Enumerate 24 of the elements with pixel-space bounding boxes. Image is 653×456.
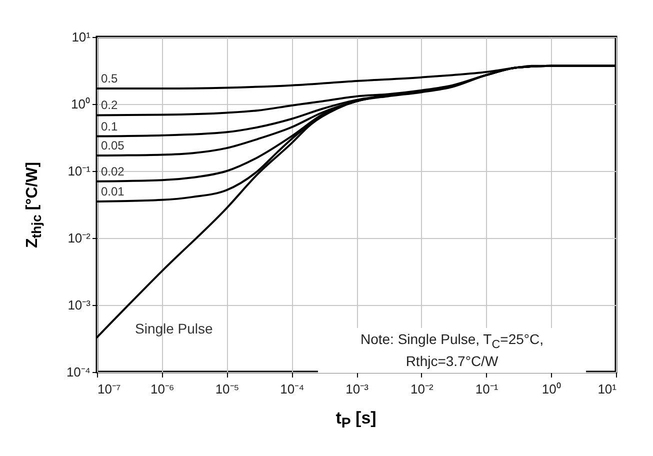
series-label: 0.05 [101, 138, 125, 153]
x-tick-label: 10⁻⁴ [280, 382, 304, 396]
y-tick-label: 10⁻⁴ [66, 364, 90, 380]
x-tick-label: 10⁻⁶ [150, 382, 174, 396]
x-tick-label: 10⁻⁷ [98, 382, 121, 396]
x-tick-label: 10¹ [598, 382, 618, 396]
note-box: Note: Single Pulse, T$_{C}$=25°C, Rthjc=3.7°C/W [318, 328, 586, 373]
x-tick-label: 10⁻¹ [475, 382, 499, 396]
series-label: 0.01 [101, 184, 125, 199]
y-tick-label: 10⁻² [68, 230, 92, 246]
series-label: 0.1 [101, 119, 118, 134]
y-tick-label: 10⁰ [71, 96, 90, 112]
x-axis-title: t$_{P}$ [s] [336, 408, 376, 432]
series-label: 0.02 [101, 164, 125, 178]
y-tick-label: 10⁻¹ [68, 164, 92, 178]
y-tick-label: 10⁻³ [68, 298, 92, 312]
y-tick-label: 10¹ [72, 30, 92, 44]
x-tick-label: 10⁰ [542, 382, 562, 396]
x-tick-label: 10⁻² [410, 382, 434, 396]
x-tick-label: 10⁻⁵ [215, 382, 240, 396]
series-label: Single Pulse [135, 320, 214, 336]
x-tick-label: 10⁻³ [346, 382, 370, 396]
series-label: 0.5 [101, 72, 118, 86]
series-label: 0.2 [101, 98, 118, 112]
